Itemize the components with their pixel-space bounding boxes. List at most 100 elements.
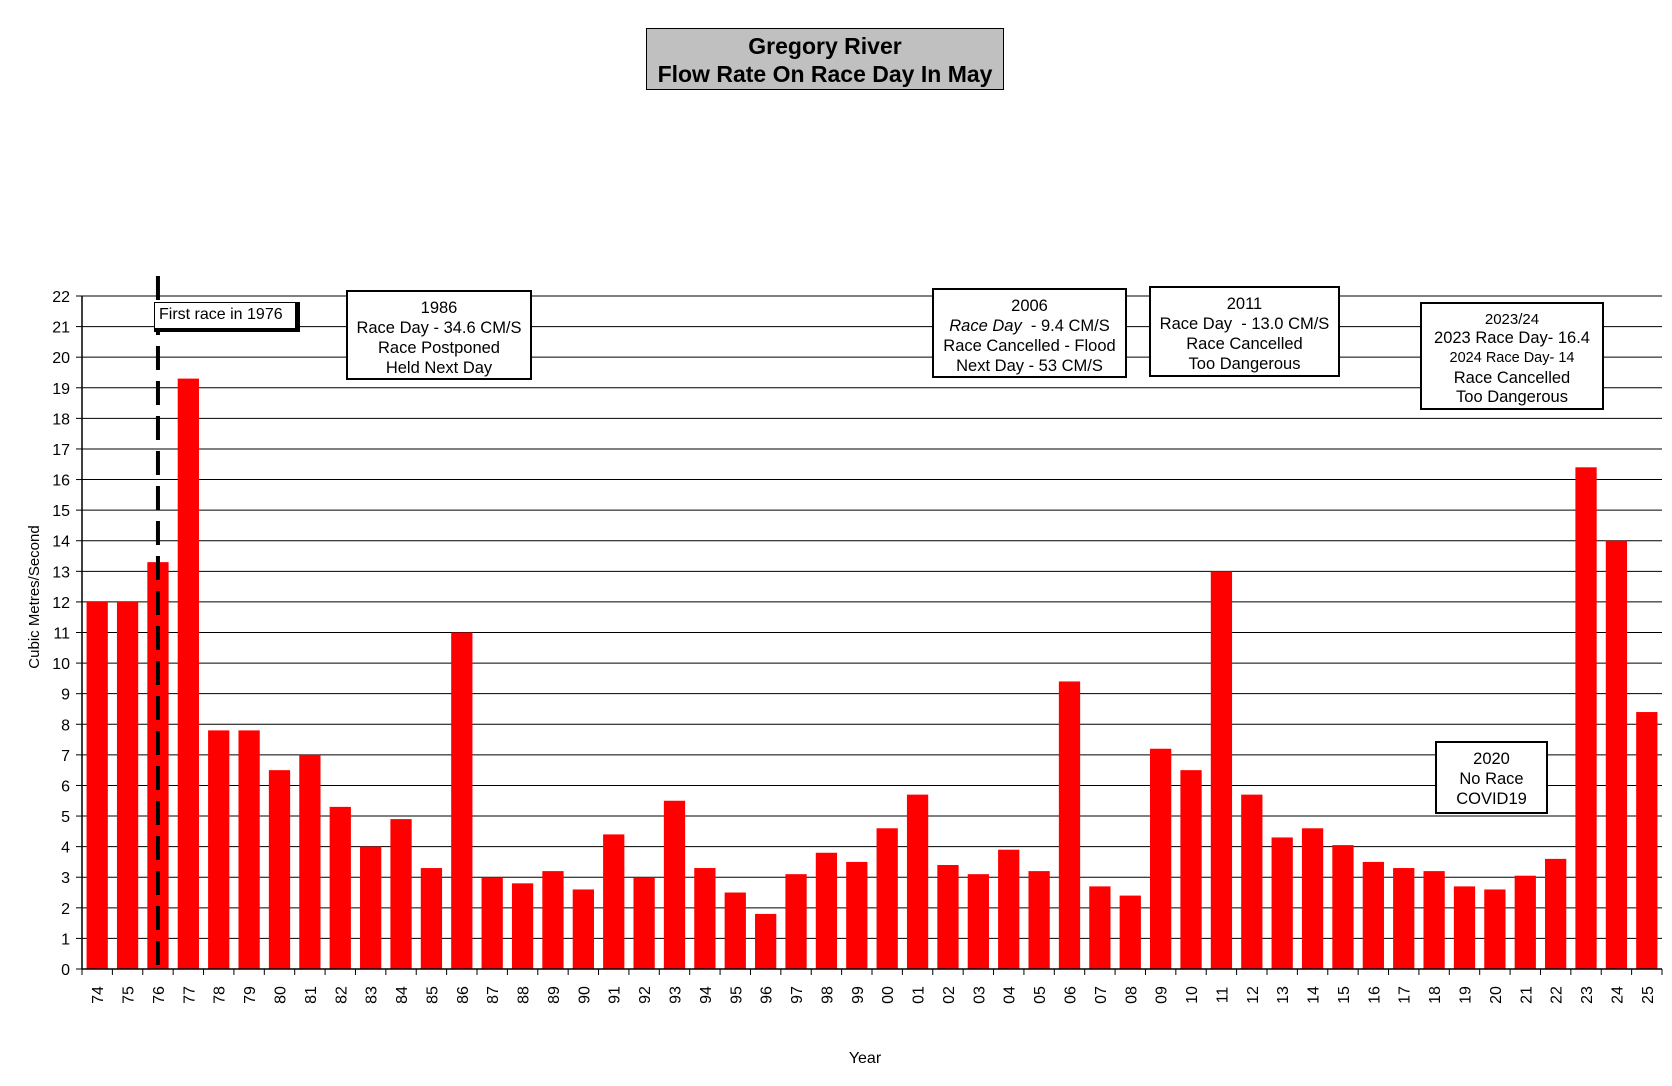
annotation-1986-line: 1986 xyxy=(420,299,458,317)
annotation-2020-line: 2020 xyxy=(1473,750,1510,768)
gridlines xyxy=(82,295,1662,939)
bar xyxy=(572,889,594,969)
annotation-1986: 1986 Race Day - 34.6 CM/S Race Postponed… xyxy=(346,290,532,380)
bar xyxy=(1575,467,1597,969)
bar xyxy=(86,601,108,969)
x-tick-label: 01 xyxy=(911,986,928,1004)
bar xyxy=(755,913,777,969)
x-tick-label: 10 xyxy=(1184,986,1201,1004)
bar xyxy=(208,730,230,969)
y-tick-label: 14 xyxy=(52,534,70,551)
bar xyxy=(1545,858,1567,969)
x-tick-label: 05 xyxy=(1032,986,1049,1004)
bar xyxy=(1514,875,1536,969)
annotation-2006-italic: Race Day xyxy=(949,317,1022,335)
bar xyxy=(967,874,989,969)
annotation-2011: 2011 Race Day - 13.0 CM/S Race Cancelled… xyxy=(1149,286,1340,377)
bar xyxy=(937,864,959,969)
x-tick-label: 81 xyxy=(303,986,320,1004)
bar xyxy=(177,378,199,969)
annotation-2023-line: Too Dangerous xyxy=(1456,388,1568,406)
x-tick-label: 82 xyxy=(333,986,350,1004)
x-tick-label: 02 xyxy=(941,986,958,1004)
x-tick-label: 06 xyxy=(1063,986,1080,1004)
y-tick-label: 3 xyxy=(61,870,70,887)
annotation-2023-line: Race Cancelled xyxy=(1453,369,1571,387)
bar xyxy=(663,800,686,969)
y-tick-label: 13 xyxy=(52,564,70,581)
first-race-annotation: First race in 1976 xyxy=(154,302,300,332)
x-tick-label: 97 xyxy=(789,986,806,1004)
bar xyxy=(329,806,351,969)
bar xyxy=(268,770,291,969)
bar xyxy=(876,828,898,969)
chart-title-line2: Flow Rate On Race Day In May xyxy=(657,61,993,87)
bars xyxy=(86,378,1658,969)
annotation-2006-line: Race Day - 9.4 CM/S xyxy=(934,316,1125,336)
y-tick-label: 4 xyxy=(61,840,70,857)
x-tick-label: 84 xyxy=(394,986,411,1004)
y-tick-label: 15 xyxy=(52,503,70,520)
x-tick-label: 96 xyxy=(759,986,776,1004)
x-axis-label: Year xyxy=(848,1050,882,1067)
x-tick-label: 25 xyxy=(1640,986,1657,1004)
bar xyxy=(603,834,625,969)
bar xyxy=(1241,794,1263,969)
bar xyxy=(1058,681,1081,969)
bar xyxy=(1089,886,1111,969)
y-tick-label: 8 xyxy=(61,717,70,734)
x-tick-label: 90 xyxy=(576,986,593,1004)
x-tick-label: 08 xyxy=(1123,986,1140,1004)
y-tick-label: 7 xyxy=(61,748,70,765)
x-tick-label: 24 xyxy=(1609,986,1626,1004)
x-tick-label: 11 xyxy=(1214,987,1231,1004)
y-tick-label: 2 xyxy=(61,901,70,918)
annotation-2023-24: 2023/24 2023 Race Day- 16.4 2024 Race Da… xyxy=(1420,302,1604,410)
annotation-2006-line: 2006 xyxy=(1011,297,1048,315)
annotation-2011-line: 2011 xyxy=(1226,295,1263,313)
x-tick-label: 76 xyxy=(151,986,168,1004)
x-tick-label: 99 xyxy=(850,986,867,1004)
bar xyxy=(998,849,1020,969)
annotation-2006-line: Race Cancelled - Flood xyxy=(943,337,1116,355)
y-tick-label: 22 xyxy=(52,289,70,306)
y-tick-label: 16 xyxy=(52,473,70,490)
annotation-2011-line: Race Cancelled xyxy=(1186,335,1303,353)
y-tick-label: 18 xyxy=(52,411,70,428)
x-tick-label: 03 xyxy=(971,986,988,1004)
bar xyxy=(360,846,382,969)
annotation-2023-line: 2023 Race Day- 16.4 xyxy=(1434,329,1590,347)
y-tick-label: 6 xyxy=(61,778,70,795)
bar xyxy=(1423,871,1445,969)
x-tick-label: 77 xyxy=(181,986,198,1004)
bar xyxy=(238,730,260,969)
bar xyxy=(1210,571,1233,969)
bar xyxy=(451,632,473,969)
x-tick-label: 15 xyxy=(1336,986,1353,1004)
x-tick-label: 93 xyxy=(668,986,685,1004)
x-tick-label: 92 xyxy=(637,986,654,1004)
x-tick-label: 17 xyxy=(1397,986,1414,1004)
bar xyxy=(1332,845,1354,969)
x-tick-label: 86 xyxy=(455,986,472,1004)
x-tick-label: 00 xyxy=(880,986,897,1004)
bar xyxy=(1605,540,1628,969)
y-tick-label: 17 xyxy=(52,442,70,459)
x-tick-label: 12 xyxy=(1245,986,1262,1004)
x-tick-label: 95 xyxy=(728,986,745,1004)
x-tick-label: 87 xyxy=(485,986,502,1004)
annotation-2006-line: Next Day - 53 CM/S xyxy=(956,357,1103,375)
annotation-2011-line: Too Dangerous xyxy=(1188,355,1301,373)
bar xyxy=(1393,868,1415,969)
x-tick-label: 23 xyxy=(1579,986,1596,1004)
bar xyxy=(846,861,868,969)
x-tick-label: 19 xyxy=(1458,986,1475,1004)
x-tick-label: 94 xyxy=(698,986,715,1004)
bar xyxy=(1180,770,1202,969)
x-tick-label: 91 xyxy=(607,986,624,1004)
y-tick-label: 10 xyxy=(52,656,70,673)
x-tick-label: 14 xyxy=(1306,986,1323,1004)
bar xyxy=(694,868,716,969)
